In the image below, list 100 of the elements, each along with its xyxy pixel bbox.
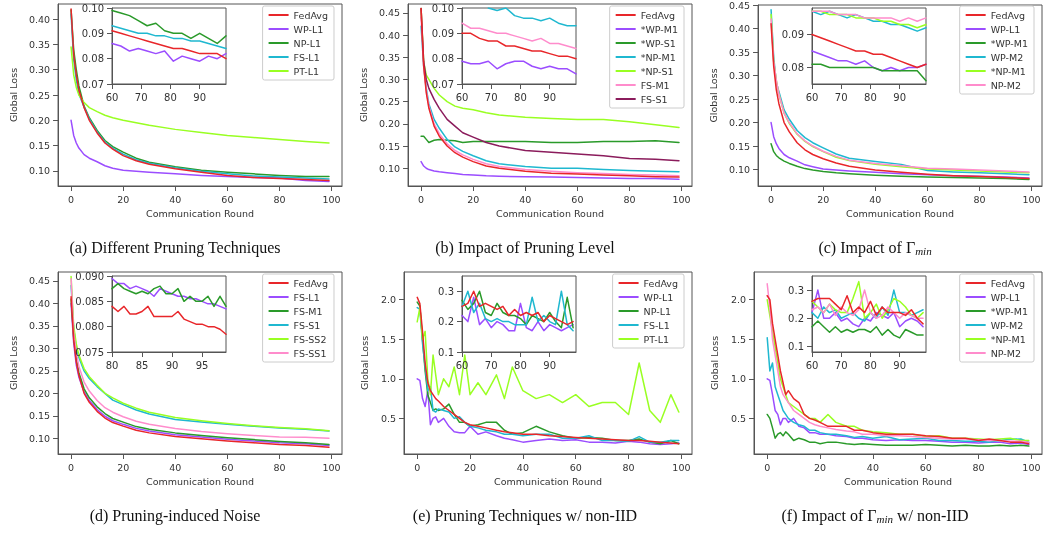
x-tick-label: 60 — [571, 193, 584, 205]
legend-label: FS-S1 — [640, 93, 668, 105]
legend-label: *WP-M1 — [640, 23, 679, 35]
x-tick-label: 20 — [814, 461, 827, 473]
y-tick-label: 0.080 — [75, 321, 104, 333]
y-tick-label: 0.35 — [378, 51, 401, 63]
x-tick-label: 80 — [622, 461, 635, 473]
y-tick-label: 0.3 — [438, 285, 454, 297]
y-tick-label: 0.09 — [431, 27, 454, 39]
x-tick-label: 20 — [817, 193, 830, 205]
x-axis-title: Communication Round — [496, 208, 605, 220]
y-tick-label: 0.07 — [431, 78, 454, 90]
x-tick-label: 100 — [1022, 461, 1041, 473]
line-series — [487, 7, 577, 27]
legend-label: PT-L1 — [293, 65, 320, 77]
y-tick-label: 0.10 — [81, 2, 104, 14]
x-tick-label: 40 — [519, 193, 532, 205]
y-tick-label: 0.5 — [380, 412, 396, 424]
legend-label: *NP-S1 — [640, 65, 674, 77]
y-tick-label: 0.25 — [728, 93, 751, 105]
y-tick-label: 0.10 — [728, 164, 751, 176]
x-tick-label: 80 — [514, 359, 527, 371]
y-axis-title: Global Loss — [707, 68, 719, 123]
x-tick-label: 90 — [543, 91, 557, 103]
legend-label: *NP-M1 — [990, 65, 1026, 77]
x-tick-label: 80 — [972, 461, 985, 473]
legend-label: FS-SS2 — [293, 333, 327, 345]
x-tick-label: 80 — [164, 91, 177, 103]
legend-label: *WP-M1 — [990, 37, 1029, 49]
y-tick-label: 1.0 — [730, 373, 746, 385]
text: (e) Pruning Techniques w/ non-IID — [412, 506, 638, 525]
x-tick-label: 40 — [869, 193, 882, 205]
x-tick-label: 90 — [893, 91, 907, 103]
y-tick-label: 0.15 — [378, 140, 401, 152]
y-tick-label: 0.2 — [438, 316, 454, 328]
x-tick-label: 60 — [569, 461, 582, 473]
legend-label: FS-M1 — [293, 305, 323, 317]
x-tick-label: 60 — [455, 91, 469, 103]
y-tick-label: 0.35 — [28, 320, 51, 332]
x-tick-label: 80 — [864, 91, 877, 103]
x-tick-label: 60 — [221, 193, 234, 205]
y-tick-label: 0.15 — [28, 140, 51, 152]
line-series — [766, 378, 1030, 446]
x-tick-label: 80 — [864, 359, 877, 371]
legend-label: FedAvg — [640, 9, 676, 21]
y-axis-title: Global Loss — [7, 335, 19, 391]
x-tick-label: 80 — [273, 193, 286, 205]
legend-label: PT-L1 — [643, 333, 670, 345]
y-tick-label: 0.20 — [728, 117, 751, 129]
y-tick-label: 0.25 — [28, 365, 51, 377]
y-tick-label: 0.45 — [378, 7, 401, 19]
y-tick-label: 0.08 — [781, 61, 804, 73]
line-series — [811, 10, 927, 22]
y-tick-label: 0.45 — [728, 0, 751, 11]
y-tick-label: 2.0 — [730, 294, 746, 306]
y-tick-label: 0.30 — [28, 342, 51, 354]
x-tick-label: 80 — [973, 193, 986, 205]
x-tick-label: 95 — [195, 359, 209, 371]
x-tick-label: 20 — [117, 461, 130, 473]
y-tick-label: 0.08 — [431, 53, 454, 65]
y-tick-label: 0.25 — [378, 96, 401, 108]
y-tick-label: 0.2 — [788, 312, 804, 324]
y-axis-title: Global Loss — [709, 335, 721, 391]
y-tick-label: 0.20 — [28, 387, 51, 399]
legend-label: *WP-M1 — [990, 305, 1029, 317]
x-tick-label: 40 — [516, 461, 529, 473]
legend-label: WP-L1 — [990, 23, 1021, 35]
x-axis-title: Communication Round — [494, 476, 602, 488]
x-tick-label: 70 — [134, 91, 148, 103]
line-series — [420, 135, 680, 144]
x-tick-label: 20 — [117, 193, 130, 205]
x-tick-label: 90 — [193, 91, 207, 103]
text: (a) Different Pruning Techniques — [69, 238, 281, 257]
y-tick-label: 0.085 — [75, 295, 104, 307]
y-tick-label: 0.45 — [28, 275, 51, 287]
y-tick-label: 0.30 — [378, 73, 401, 85]
x-tick-label: 90 — [893, 359, 907, 371]
x-tick-label: 0 — [68, 193, 75, 205]
y-tick-label: 1.5 — [380, 333, 396, 345]
x-tick-label: 80 — [623, 193, 636, 205]
x-tick-label: 0 — [768, 193, 775, 205]
line-series — [111, 30, 227, 60]
y-tick-label: 0.09 — [781, 28, 804, 40]
legend-label: WP-L1 — [990, 291, 1021, 303]
line-series — [416, 378, 680, 446]
x-tick-label: 0 — [414, 461, 421, 473]
y-tick-label: 0.1 — [438, 346, 454, 358]
legend-label: NP-L1 — [643, 305, 671, 317]
x-tick-label: 80 — [105, 359, 119, 371]
x-axis-title: Communication Round — [146, 208, 255, 220]
y-tick-label: 0.40 — [378, 29, 401, 41]
legend-label: *NP-M1 — [640, 51, 676, 63]
legend-label: WP-L1 — [293, 23, 324, 35]
x-tick-label: 100 — [672, 193, 691, 205]
line-series — [111, 9, 227, 45]
y-tick-label: 0.40 — [28, 297, 51, 309]
legend-label: FedAvg — [643, 277, 679, 289]
line-series — [420, 160, 680, 181]
x-tick-label: 40 — [866, 461, 879, 473]
legend-label: FS-S1 — [293, 319, 321, 331]
